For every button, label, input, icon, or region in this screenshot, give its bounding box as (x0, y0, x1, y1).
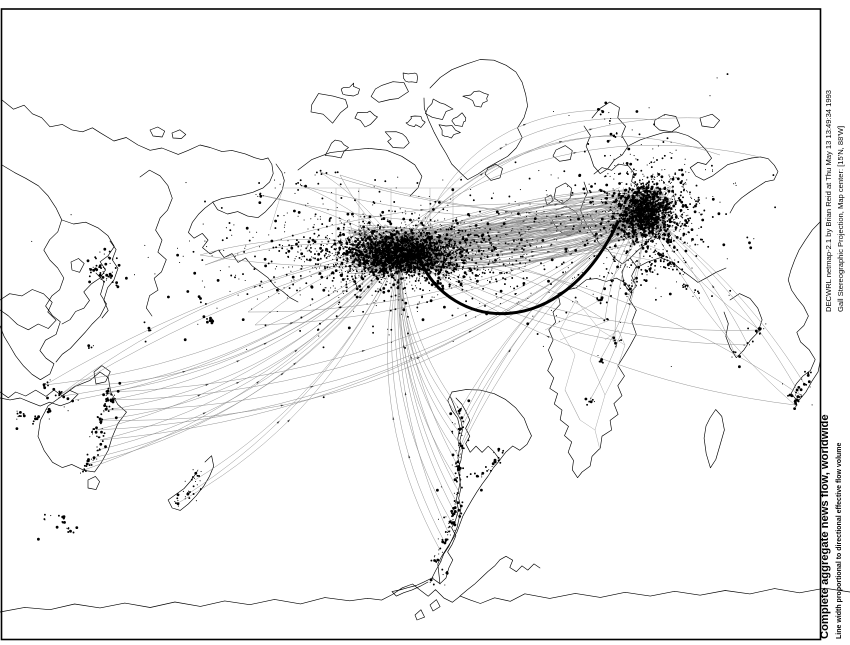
svg-text:Complete aggregate news flow,: Complete aggregate news flow, worldwide (819, 414, 831, 639)
svg-text:DECWRL netmap-2.1 by Brian Rei: DECWRL netmap-2.1 by Brian Reid at Thu M… (824, 90, 833, 312)
svg-text:Gall Stereographic Projection,: Gall Stereographic Projection, Map cente… (836, 126, 845, 312)
svg-text:Line width proportional to dir: Line width proportional to directional e… (836, 442, 843, 639)
